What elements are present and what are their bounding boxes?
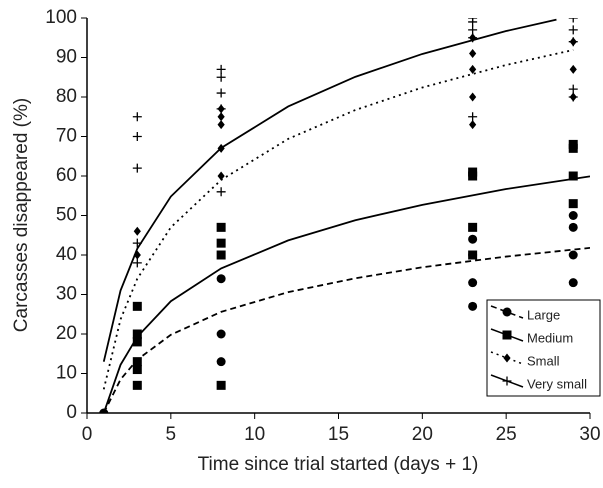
marker xyxy=(132,301,142,311)
marker xyxy=(568,92,578,102)
marker xyxy=(468,301,478,311)
marker xyxy=(132,365,142,375)
marker xyxy=(468,33,478,43)
y-tick-label: 0 xyxy=(66,402,77,423)
marker xyxy=(216,380,226,390)
x-axis-label: Time since trial started (days + 1) xyxy=(198,454,479,475)
marker xyxy=(216,222,226,232)
y-tick-label: 50 xyxy=(56,205,77,226)
marker xyxy=(468,25,478,35)
marker xyxy=(132,380,142,390)
marker xyxy=(217,120,225,130)
legend: Large Medium Small Very small xyxy=(486,299,601,397)
marker xyxy=(568,211,578,220)
marker xyxy=(216,329,226,339)
marker xyxy=(216,88,226,98)
x-tick-label: 5 xyxy=(166,424,177,445)
marker xyxy=(568,25,578,35)
fit-line xyxy=(102,246,590,413)
y-tick-label: 80 xyxy=(56,86,77,107)
marker xyxy=(132,112,142,122)
legend-line xyxy=(490,305,524,319)
marker xyxy=(216,104,226,114)
marker xyxy=(132,337,142,347)
marker xyxy=(568,250,578,260)
x-tick-label: 20 xyxy=(412,424,433,445)
y-axis-label: Carcasses disappeared (%) xyxy=(11,98,32,332)
y-tick-label: 100 xyxy=(45,7,77,28)
legend-label: Large xyxy=(527,307,560,322)
marker xyxy=(469,92,477,102)
marker xyxy=(132,163,142,173)
marker xyxy=(469,49,477,59)
marker xyxy=(217,112,225,122)
marker xyxy=(132,238,142,248)
marker xyxy=(132,132,142,141)
marker xyxy=(468,222,478,232)
x-tick-label: 10 xyxy=(244,424,265,445)
y-tick-label: 30 xyxy=(56,284,77,305)
marker xyxy=(217,171,225,181)
marker xyxy=(568,37,578,47)
marker xyxy=(216,64,226,74)
y-tick-label: 90 xyxy=(56,47,77,68)
marker xyxy=(468,278,478,288)
marker xyxy=(216,357,226,367)
plot-area xyxy=(99,18,590,413)
marker xyxy=(569,64,577,74)
legend-label: Very small xyxy=(527,376,587,391)
legend-marker xyxy=(502,330,512,340)
legend-marker xyxy=(503,353,511,363)
marker xyxy=(216,250,226,260)
marker xyxy=(468,171,478,181)
y-tick-label: 10 xyxy=(56,363,77,384)
legend-label: Medium xyxy=(527,330,573,345)
y-tick-label: 40 xyxy=(56,244,77,265)
marker xyxy=(568,199,578,209)
marker xyxy=(469,120,477,130)
marker xyxy=(568,84,578,94)
marker xyxy=(133,226,141,236)
marker xyxy=(568,171,578,181)
x-tick-label: 25 xyxy=(496,424,517,445)
marker xyxy=(568,278,578,288)
marker xyxy=(568,18,578,23)
marker xyxy=(216,187,226,197)
fit-line xyxy=(102,175,590,413)
fit-line xyxy=(102,18,557,362)
legend-label: Small xyxy=(527,353,560,368)
marker xyxy=(468,112,478,122)
marker xyxy=(468,18,478,27)
marker xyxy=(468,234,478,244)
marker xyxy=(132,258,142,268)
y-tick-label: 70 xyxy=(56,126,77,147)
y-tick-label: 60 xyxy=(56,165,77,186)
marker xyxy=(216,72,226,82)
x-tick-label: 15 xyxy=(328,424,349,445)
marker xyxy=(468,250,478,260)
x-tick-label: 30 xyxy=(579,424,600,445)
y-tick-label: 20 xyxy=(56,323,77,344)
marker xyxy=(568,143,578,153)
marker xyxy=(216,238,226,248)
marker xyxy=(469,64,477,74)
marker xyxy=(568,222,578,232)
marker xyxy=(216,274,226,284)
marker xyxy=(132,357,142,367)
marker xyxy=(132,329,142,339)
x-tick-label: 0 xyxy=(82,424,93,445)
legend-marker xyxy=(502,307,512,317)
legend-marker xyxy=(502,376,512,386)
